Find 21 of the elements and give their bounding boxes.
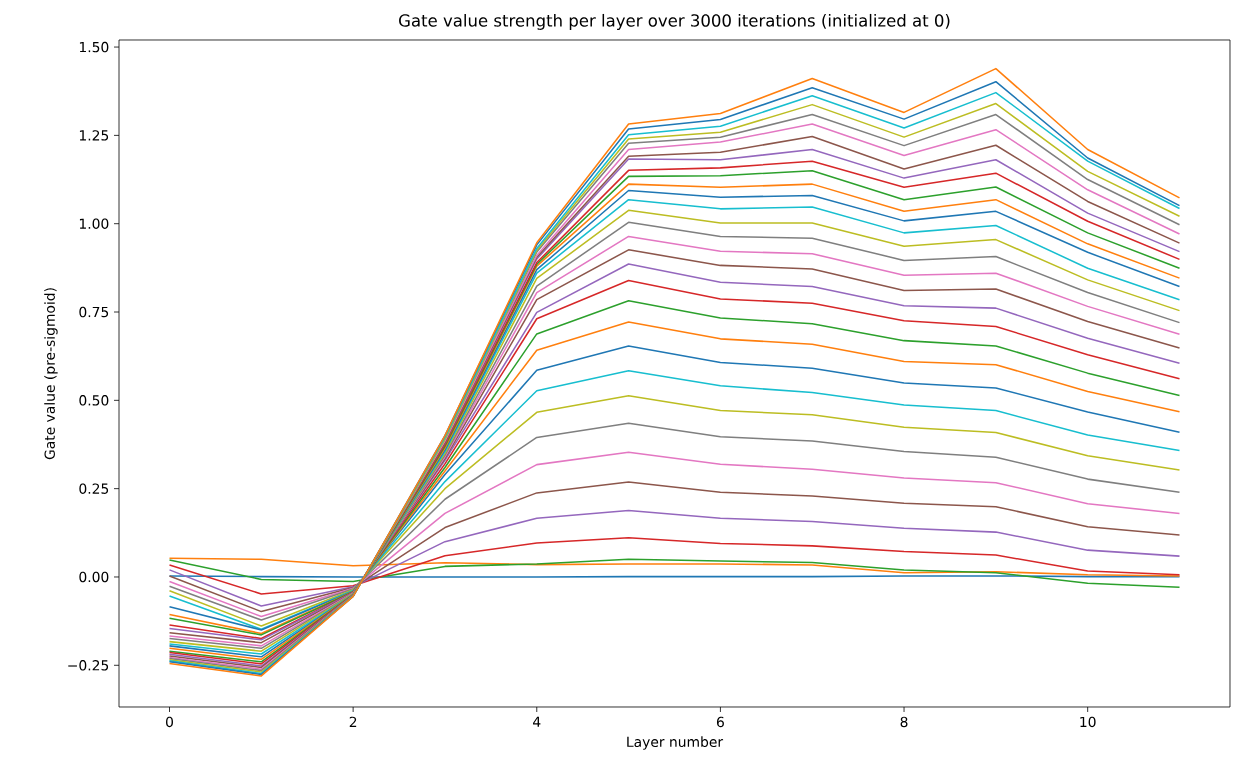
chart-title: Gate value strength per layer over 3000 iterations (initialized at 0) xyxy=(399,13,950,30)
y-tick-label: 0.25 xyxy=(79,483,109,494)
x-tick-label: 10 xyxy=(1080,716,1096,728)
y-tick-label: −0.25 xyxy=(68,660,109,671)
x-tick-label: 2 xyxy=(349,716,357,727)
y-tick-label: 1.25 xyxy=(79,130,109,141)
y-axis-title: Gate value (pre-sigmoid) xyxy=(44,288,58,460)
line-series xyxy=(168,481,1181,613)
line-series xyxy=(168,509,1181,607)
x-axis-title: Layer number xyxy=(627,736,724,750)
line-series xyxy=(168,558,1181,588)
y-tick-label: 1.50 xyxy=(79,41,109,53)
y-tick-label: 1.00 xyxy=(79,218,109,229)
x-tick-label: 6 xyxy=(716,716,724,728)
y-tick-label: 0.75 xyxy=(79,306,109,318)
x-tick-label: 8 xyxy=(900,716,908,728)
x-tick-label: 4 xyxy=(533,716,541,727)
x-tick-label: 0 xyxy=(166,716,173,728)
y-tick-label: 0.50 xyxy=(79,395,109,406)
y-tick-label: 0.00 xyxy=(79,571,109,583)
line-series xyxy=(168,537,1181,595)
